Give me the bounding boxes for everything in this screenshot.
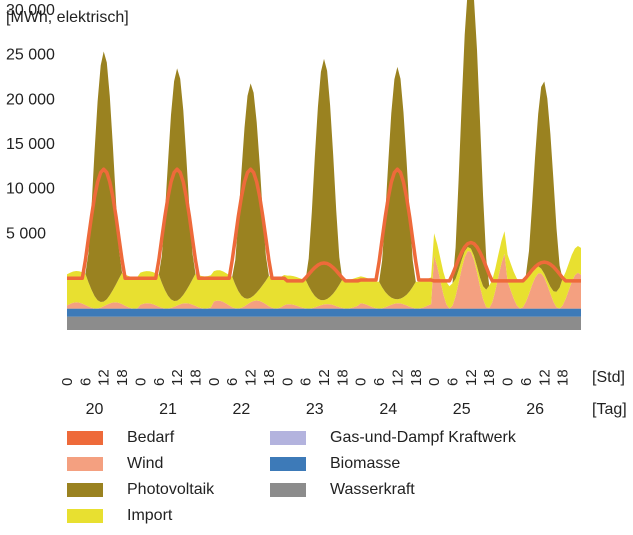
day-tick-label: 23 <box>306 401 324 418</box>
stacked-areas <box>67 0 581 330</box>
day-tick-label: 20 <box>86 401 104 418</box>
hour-tick-label: 18 <box>555 369 572 386</box>
day-axis-label: [Tag] <box>592 401 627 418</box>
area-wind <box>67 251 581 309</box>
legend-label: Wasserkraft <box>330 481 415 498</box>
hour-tick-labels: 0 6 12 18 0 6 12 18 0 6 12 18 0 6 12 18 0 6 12 18 0 6 12 18 0 6 12… <box>59 369 572 386</box>
legend-swatch <box>270 483 306 497</box>
hour-tick-label: 18 <box>408 369 425 386</box>
hour-tick-label: 0 <box>206 378 223 386</box>
day-tick-label: 26 <box>526 401 544 418</box>
hour-tick-label: 6 <box>298 378 315 386</box>
legend-swatch <box>270 457 306 471</box>
hour-tick-label: 6 <box>445 378 462 386</box>
legend-swatch <box>67 431 103 445</box>
hour-tick-label: 6 <box>518 378 535 386</box>
legend-swatch <box>270 431 306 445</box>
y-tick-label: 20 000 <box>6 91 55 108</box>
hour-tick-label: 0 <box>426 378 443 386</box>
y-tick-label: 25 000 <box>6 47 55 64</box>
hour-tick-label: 12 <box>463 369 480 386</box>
area-biomasse <box>67 308 581 317</box>
day-tick-label: 24 <box>379 401 397 418</box>
y-tick-label: 30 000 <box>6 2 55 19</box>
y-axis-label: [MWh, elektrisch] <box>6 9 129 26</box>
demand-line <box>67 167 581 283</box>
hour-tick-label: 12 <box>96 369 113 386</box>
legend-item-import: Import <box>67 507 172 525</box>
legend-swatch <box>67 457 103 471</box>
y-tick-label: 15 000 <box>6 136 55 153</box>
hour-tick-label: 12 <box>169 369 186 386</box>
legend-item-wasserkraft: Wasserkraft <box>270 481 415 499</box>
hour-tick-label: 0 <box>59 378 76 386</box>
legend-swatch <box>67 483 103 497</box>
y-tick-label: 5 000 <box>6 225 46 242</box>
hour-tick-label: 12 <box>316 369 333 386</box>
hour-tick-label: 6 <box>371 378 388 386</box>
day-tick-labels: 20 21 22 23 24 25 26 <box>86 401 544 418</box>
hour-tick-label: 6 <box>77 378 94 386</box>
hour-tick-label: 12 <box>389 369 406 386</box>
hour-tick-label: 18 <box>334 369 351 386</box>
series-line-bedarf <box>67 167 581 283</box>
hour-tick-label: 12 <box>536 369 553 386</box>
area-wasserkraft <box>67 316 581 330</box>
hour-tick-label: 12 <box>243 369 260 386</box>
area-import <box>67 231 581 309</box>
hour-tick-label: 18 <box>261 369 278 386</box>
legend-swatch <box>67 509 103 523</box>
day-tick-label: 25 <box>453 401 471 418</box>
legend-label: Bedarf <box>127 429 175 446</box>
hour-tick-label: 6 <box>151 378 168 386</box>
day-tick-label: 22 <box>233 401 251 418</box>
area-photovoltaik <box>67 0 581 302</box>
hour-tick-label: 6 <box>224 378 241 386</box>
y-tick-labels: 5 000 10 000 15 000 20 000 25 000 30 000 <box>6 2 55 242</box>
hour-tick-label: 0 <box>500 378 517 386</box>
hour-tick-label: 0 <box>353 378 370 386</box>
legend-item-gas-und-dampf-kraftwerk: Gas-und-Dampf Kraftwerk <box>270 429 516 447</box>
y-tick-label: 10 000 <box>6 181 55 198</box>
hour-tick-label: 18 <box>481 369 498 386</box>
hour-tick-label: 0 <box>132 378 149 386</box>
hour-tick-label: 18 <box>114 369 131 386</box>
legend-label: Photovoltaik <box>127 481 215 498</box>
legend-label: Gas-und-Dampf Kraftwerk <box>330 429 516 446</box>
legend-item-bedarf: Bedarf <box>67 429 174 447</box>
hour-tick-label: 18 <box>188 369 205 386</box>
legend-label: Wind <box>127 455 164 472</box>
hour-axis-label: [Std] <box>592 369 625 386</box>
legend-item-biomasse: Biomasse <box>270 455 400 473</box>
hour-tick-label: 0 <box>279 378 296 386</box>
legend-item-photovoltaik: Photovoltaik <box>67 481 214 499</box>
day-tick-label: 21 <box>159 401 177 418</box>
legend-item-wind: Wind <box>67 455 163 473</box>
legend-label: Import <box>127 507 173 524</box>
legend-label: Biomasse <box>330 455 401 472</box>
